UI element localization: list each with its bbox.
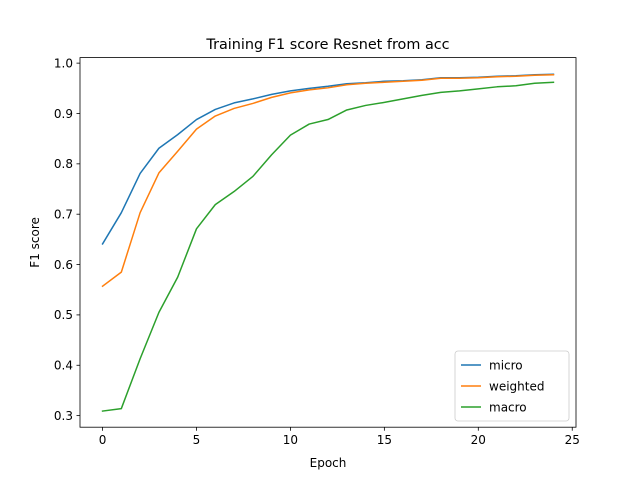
- y-axis-ticks: 0.3 0.4 0.5 0.6 0.7 0.8 0.9 1.0: [54, 56, 80, 423]
- y-tick-label: 0.3: [54, 409, 73, 423]
- axes-frame: [79, 57, 577, 428]
- y-tick-label: 0.6: [54, 258, 73, 272]
- plot-lines: [101, 73, 555, 412]
- legend-box: [454, 350, 570, 422]
- series-line-macro: [101, 81, 555, 412]
- y-axis-label: F1 score: [28, 217, 42, 268]
- x-tick-label: 15: [377, 433, 392, 447]
- y-tick-label: 0.8: [54, 157, 73, 171]
- chart-title: Training F1 score Resnet from acc: [205, 37, 449, 53]
- x-tick-label: 0: [99, 433, 107, 447]
- x-tick-label: 10: [283, 433, 298, 447]
- x-tick-label: 5: [193, 433, 201, 447]
- x-axis-ticks: 0 5 10 15 20 25: [99, 427, 580, 447]
- y-tick-label: 1.0: [54, 56, 73, 70]
- y-tick-label: 0.5: [54, 308, 73, 322]
- y-tick-label: 0.9: [54, 107, 73, 121]
- y-tick-label: 0.7: [54, 208, 73, 222]
- y-tick-label: 0.4: [54, 359, 73, 373]
- series-line-weighted: [101, 73, 555, 288]
- legend-label-micro: micro: [489, 358, 523, 372]
- x-tick-label: 25: [565, 433, 580, 447]
- legend-label-macro: macro: [489, 400, 527, 414]
- x-tick-label: 20: [471, 433, 486, 447]
- legend-label-weighted: weighted: [489, 379, 544, 393]
- x-axis-label: Epoch: [310, 456, 347, 470]
- legend: micro weighted macro: [454, 350, 570, 422]
